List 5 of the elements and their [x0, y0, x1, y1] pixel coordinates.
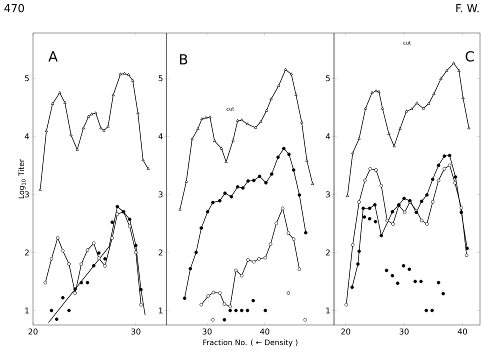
text: F. W.	[456, 4, 479, 12]
text: C	[466, 51, 474, 62]
text: A	[48, 51, 58, 62]
text: 470	[4, 4, 24, 12]
text: B	[180, 54, 188, 64]
